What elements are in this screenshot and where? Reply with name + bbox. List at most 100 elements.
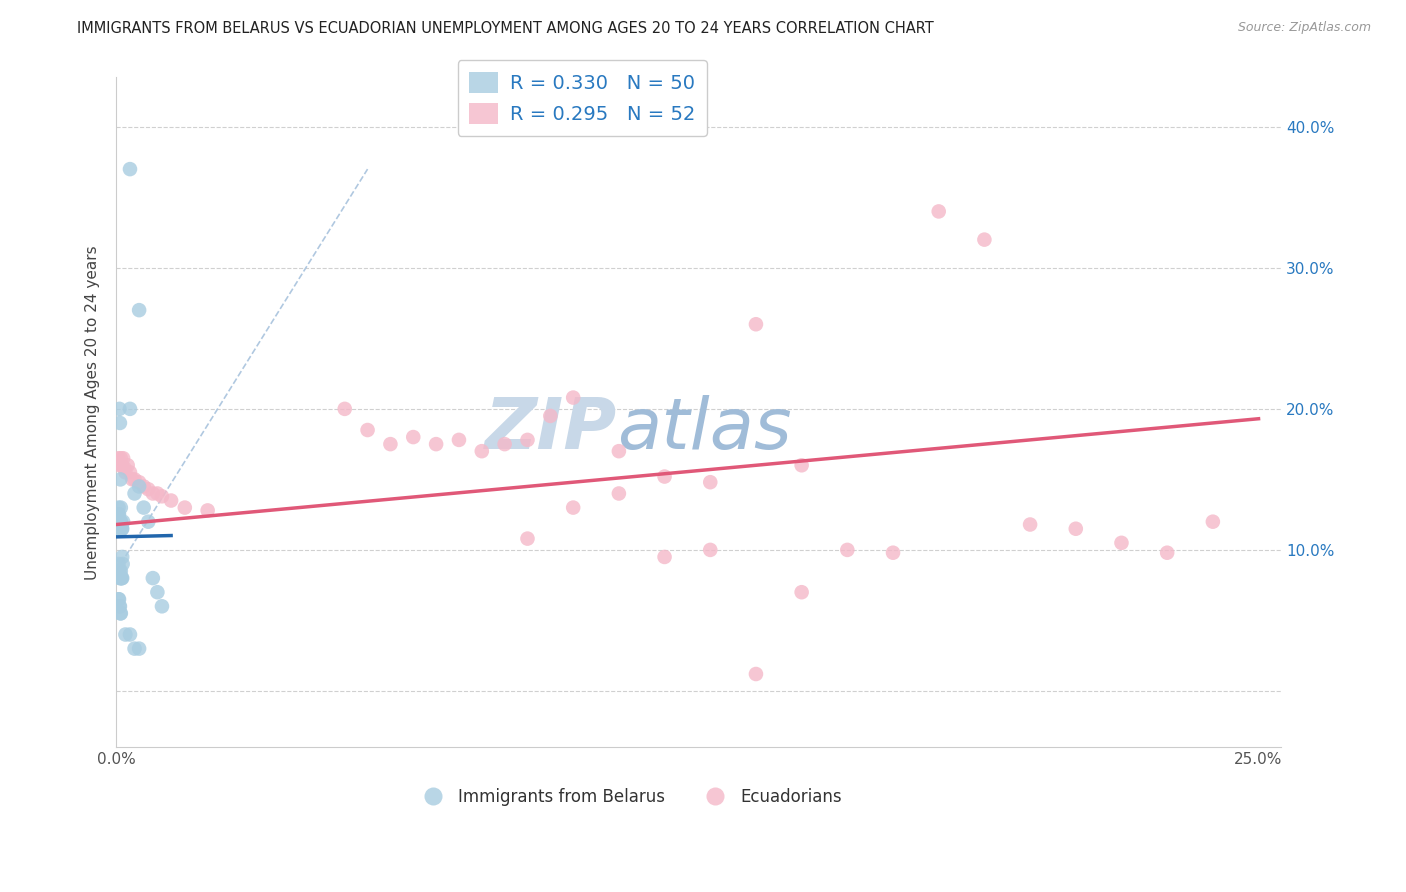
- Point: [380, 437, 402, 451]
- Point: [128, 303, 150, 318]
- Point: [1156, 546, 1178, 560]
- Point: [111, 522, 134, 536]
- Point: [112, 515, 135, 529]
- Point: [124, 486, 146, 500]
- Point: [108, 508, 131, 522]
- Point: [108, 571, 131, 585]
- Point: [111, 549, 134, 564]
- Point: [538, 409, 561, 423]
- Point: [110, 607, 132, 621]
- Y-axis label: Unemployment Among Ages 20 to 24 years: Unemployment Among Ages 20 to 24 years: [86, 245, 100, 580]
- Point: [110, 522, 132, 536]
- Point: [114, 461, 136, 475]
- Text: Source: ZipAtlas.com: Source: ZipAtlas.com: [1237, 21, 1371, 35]
- Point: [121, 472, 143, 486]
- Point: [516, 532, 538, 546]
- Point: [562, 391, 585, 405]
- Point: [1064, 522, 1087, 536]
- Point: [111, 458, 134, 473]
- Point: [110, 515, 132, 529]
- Point: [111, 571, 134, 585]
- Point: [146, 585, 169, 599]
- Point: [110, 500, 132, 515]
- Point: [107, 451, 129, 466]
- Point: [356, 423, 378, 437]
- Point: [128, 479, 150, 493]
- Point: [110, 515, 132, 529]
- Point: [1019, 517, 1042, 532]
- Point: [107, 508, 129, 522]
- Legend: Immigrants from Belarus, Ecuadorians: Immigrants from Belarus, Ecuadorians: [409, 781, 848, 813]
- Point: [882, 546, 904, 560]
- Point: [132, 479, 155, 493]
- Point: [111, 557, 134, 571]
- Point: [790, 585, 813, 599]
- Point: [118, 627, 141, 641]
- Point: [654, 549, 676, 564]
- Point: [110, 564, 132, 578]
- Point: [837, 542, 859, 557]
- Point: [107, 500, 129, 515]
- Point: [108, 458, 131, 473]
- Point: [108, 592, 131, 607]
- Point: [142, 486, 165, 500]
- Point: [790, 458, 813, 473]
- Point: [132, 500, 155, 515]
- Point: [118, 162, 141, 177]
- Point: [745, 318, 768, 332]
- Text: IMMIGRANTS FROM BELARUS VS ECUADORIAN UNEMPLOYMENT AMONG AGES 20 TO 24 YEARS COR: IMMIGRANTS FROM BELARUS VS ECUADORIAN UN…: [77, 21, 934, 37]
- Point: [928, 204, 950, 219]
- Point: [108, 522, 131, 536]
- Point: [142, 571, 165, 585]
- Point: [107, 557, 129, 571]
- Point: [111, 522, 134, 536]
- Point: [108, 401, 131, 416]
- Text: atlas: atlas: [617, 394, 792, 464]
- Point: [110, 571, 132, 585]
- Point: [110, 451, 132, 466]
- Point: [128, 475, 150, 490]
- Point: [146, 486, 169, 500]
- Point: [745, 667, 768, 681]
- Point: [110, 472, 132, 486]
- Point: [197, 503, 219, 517]
- Point: [128, 641, 150, 656]
- Point: [471, 444, 494, 458]
- Point: [333, 401, 356, 416]
- Point: [108, 599, 131, 614]
- Point: [1202, 515, 1225, 529]
- Text: ZIP: ZIP: [485, 394, 617, 464]
- Point: [973, 233, 995, 247]
- Point: [118, 466, 141, 480]
- Point: [494, 437, 516, 451]
- Point: [150, 489, 173, 503]
- Point: [110, 571, 132, 585]
- Point: [118, 401, 141, 416]
- Point: [110, 522, 132, 536]
- Point: [654, 469, 676, 483]
- Point: [108, 515, 131, 529]
- Point: [402, 430, 425, 444]
- Point: [110, 522, 132, 536]
- Point: [108, 564, 131, 578]
- Point: [110, 607, 132, 621]
- Point: [107, 592, 129, 607]
- Point: [173, 500, 195, 515]
- Point: [117, 458, 139, 473]
- Point: [699, 542, 721, 557]
- Point: [124, 472, 146, 486]
- Point: [114, 466, 136, 480]
- Point: [111, 522, 134, 536]
- Point: [447, 433, 470, 447]
- Point: [516, 433, 538, 447]
- Point: [607, 486, 630, 500]
- Point: [124, 641, 146, 656]
- Point: [136, 482, 159, 496]
- Point: [136, 515, 159, 529]
- Point: [112, 451, 135, 466]
- Point: [425, 437, 447, 451]
- Point: [607, 444, 630, 458]
- Point: [111, 571, 134, 585]
- Point: [108, 564, 131, 578]
- Point: [1111, 536, 1133, 550]
